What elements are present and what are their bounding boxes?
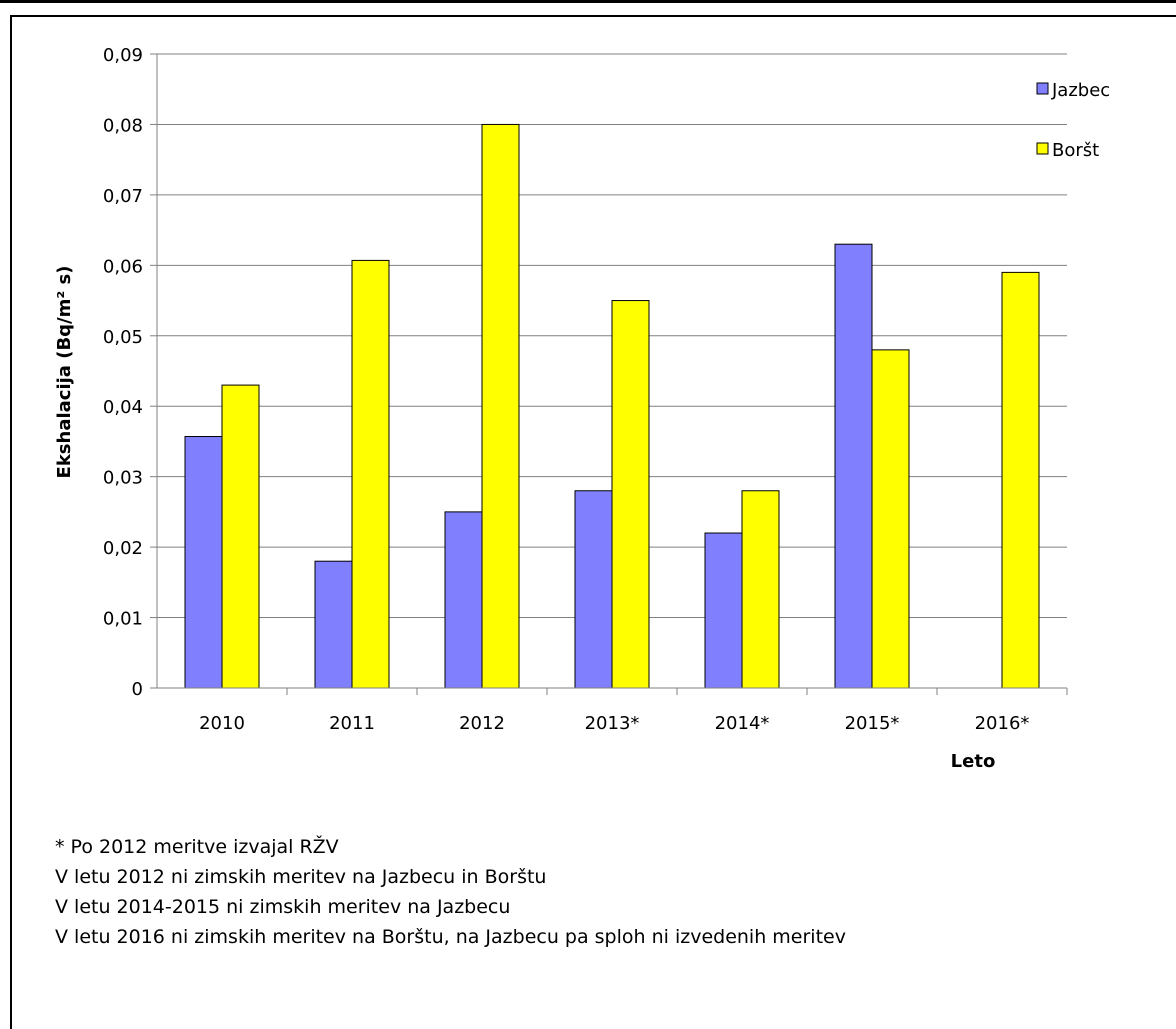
y-tick-label: 0,04 xyxy=(103,397,143,418)
x-tick-label: 2016* xyxy=(975,713,1030,734)
figure-frame xyxy=(10,15,1176,1029)
footnote: V letu 2012 ni zimskih meritev na Jazbec… xyxy=(55,866,547,888)
y-tick-label: 0,05 xyxy=(103,327,143,348)
axes xyxy=(150,53,1068,695)
bars xyxy=(184,123,1040,689)
x-axis-label: Leto xyxy=(951,751,996,772)
bar-jazbec-2015 xyxy=(834,243,873,689)
bar-jazbec-2010 xyxy=(184,436,223,689)
footnotes: * Po 2012 meritve izvajal RŽV V letu 201… xyxy=(55,832,846,952)
x-tick-label: 2013* xyxy=(585,713,640,734)
bar-bort-2015 xyxy=(871,349,910,689)
legend: Jazbec Boršt xyxy=(1036,80,1110,161)
footnote: V letu 2016 ni zimskih meritev na Borštu… xyxy=(55,926,846,948)
x-tick-label: 2010 xyxy=(199,713,245,734)
x-tick-label: 2015* xyxy=(845,713,900,734)
y-tick-label: 0,03 xyxy=(103,468,143,489)
y-tick-label: 0 xyxy=(132,679,143,700)
bar-jazbec-2012 xyxy=(444,511,483,689)
x-tick-label: 2012 xyxy=(459,713,505,734)
y-tick-label: 0,07 xyxy=(103,186,143,207)
y-tick-label: 0,01 xyxy=(103,609,143,630)
bar-bort-2012 xyxy=(481,123,520,689)
bar-jazbec-2011 xyxy=(314,560,353,689)
legend-label: Boršt xyxy=(1052,140,1099,161)
footnote: V letu 2014-2015 ni zimskih meritev na J… xyxy=(55,896,511,918)
y-tick-labels: 0 0,01 0,02 0,03 0,04 0,05 0,06 0,07 0,08 0,09 xyxy=(103,45,143,700)
legend-swatch xyxy=(1036,82,1049,95)
bar-jazbec-2013 xyxy=(574,490,613,689)
legend-label: Jazbec xyxy=(1051,80,1110,101)
y-axis-label: Ekshalacija (Bq/m² s) xyxy=(54,266,75,479)
bar-bort-2011 xyxy=(351,259,390,689)
x-tick-labels: 2010 2011 2012 2013* 2014* 2015* 2016* xyxy=(199,713,1029,734)
top-border xyxy=(0,0,1176,3)
x-tick-label: 2011 xyxy=(329,713,375,734)
y-tick-label: 0,09 xyxy=(103,45,143,66)
y-tick-label: 0,08 xyxy=(103,115,143,136)
bar-chart: 0 0,01 0,02 0,03 0,04 0,05 0,06 0,07 0,08 0,09 20… xyxy=(54,45,1110,772)
legend-swatch xyxy=(1036,142,1049,155)
bar-bort-2013 xyxy=(611,300,650,689)
bar-jazbec-2014 xyxy=(704,532,743,689)
bar-bort-2016 xyxy=(1001,271,1040,689)
footnote: * Po 2012 meritve izvajal RŽV xyxy=(55,836,339,858)
x-tick-label: 2014* xyxy=(715,713,770,734)
y-tick-label: 0,06 xyxy=(103,256,143,277)
bar-bort-2014 xyxy=(741,490,780,689)
y-tick-label: 0,02 xyxy=(103,538,143,559)
bar-bort-2010 xyxy=(221,384,260,689)
